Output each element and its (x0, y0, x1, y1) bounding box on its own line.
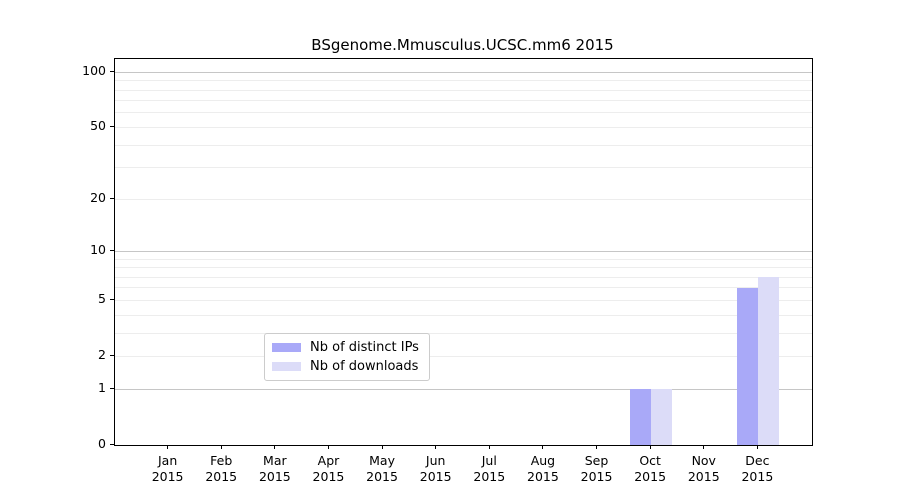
gridline-minor (115, 276, 812, 278)
x-tick-label: May 2015 (366, 453, 398, 484)
gridline-minor (115, 144, 812, 146)
y-tick-mark (110, 354, 114, 356)
gridline-minor (115, 167, 812, 169)
y-tick-mark (110, 70, 114, 72)
y-tick-label: 2 (98, 347, 106, 363)
legend-entry-downloads: Nb of downloads (272, 359, 419, 374)
x-tick-mark (756, 445, 758, 449)
y-tick-label: 10 (90, 242, 106, 258)
gridline-minor (115, 332, 812, 334)
gridline-minor (115, 267, 812, 269)
x-tick-label: Nov 2015 (687, 453, 720, 484)
x-tick-mark (542, 445, 544, 449)
y-tick-mark (110, 125, 114, 127)
chart-title: BSgenome.Mmusculus.UCSC.mm6 2015 (311, 36, 614, 54)
gridline-minor (115, 89, 812, 91)
y-tick-mark (110, 443, 114, 445)
x-tick-mark (381, 445, 383, 449)
gridline-minor (115, 314, 812, 316)
gridline-minor (115, 287, 812, 289)
gridline-minor (115, 299, 812, 301)
x-tick-label: Jun 2015 (419, 453, 452, 484)
y-tick-label: 1 (98, 380, 106, 396)
y-tick-mark (110, 387, 114, 389)
bar-downloads (651, 389, 673, 445)
bar-distinct-ips (630, 389, 652, 445)
x-tick-mark (488, 445, 490, 449)
x-tick-mark (703, 445, 705, 449)
legend: Nb of distinct IPs Nb of downloads (264, 333, 430, 381)
x-tick-mark (649, 445, 651, 449)
legend-entry-distinct-ips: Nb of distinct IPs (272, 340, 419, 355)
y-tick-label: 0 (98, 436, 106, 451)
legend-label-downloads: Nb of downloads (310, 359, 419, 374)
y-tick-mark (110, 249, 114, 251)
plot-area (114, 58, 813, 446)
x-tick-mark (274, 445, 276, 449)
bar-distinct-ips (737, 287, 759, 445)
x-tick-mark (167, 445, 169, 449)
gridline-minor (115, 80, 812, 82)
gridline-minor (115, 100, 812, 102)
y-tick-mark (110, 197, 114, 199)
legend-swatch-distinct-ips (272, 343, 301, 352)
x-tick-mark (596, 445, 598, 449)
x-tick-label: Apr 2015 (312, 453, 345, 484)
legend-label-distinct-ips: Nb of distinct IPs (310, 340, 419, 355)
y-tick-label: 50 (90, 118, 106, 134)
x-tick-label: Dec 2015 (741, 453, 774, 484)
x-tick-label: Jan 2015 (151, 453, 184, 484)
y-tick-mark (110, 298, 114, 300)
gridline-major (115, 388, 812, 390)
gridline-minor (115, 258, 812, 260)
x-tick-mark (435, 445, 437, 449)
x-tick-label: Aug 2015 (527, 453, 559, 484)
gridline-minor (115, 355, 812, 357)
bar-downloads (758, 277, 780, 445)
x-tick-label: Oct 2015 (634, 453, 667, 484)
gridline-major (115, 250, 812, 252)
x-tick-label: Sep 2015 (580, 453, 613, 484)
y-tick-label: 20 (90, 190, 106, 206)
gridline-minor (115, 198, 812, 200)
gridline-minor (115, 112, 812, 114)
gridline-major (115, 71, 812, 73)
y-tick-label: 100 (82, 63, 106, 79)
x-tick-label: Mar 2015 (258, 453, 291, 484)
y-tick-label: 5 (98, 291, 106, 307)
x-tick-mark (327, 445, 329, 449)
x-tick-label: Feb 2015 (205, 453, 238, 484)
x-tick-mark (220, 445, 222, 449)
x-tick-label: Jul 2015 (473, 453, 506, 484)
legend-swatch-downloads (272, 362, 301, 371)
gridline-minor (115, 126, 812, 128)
